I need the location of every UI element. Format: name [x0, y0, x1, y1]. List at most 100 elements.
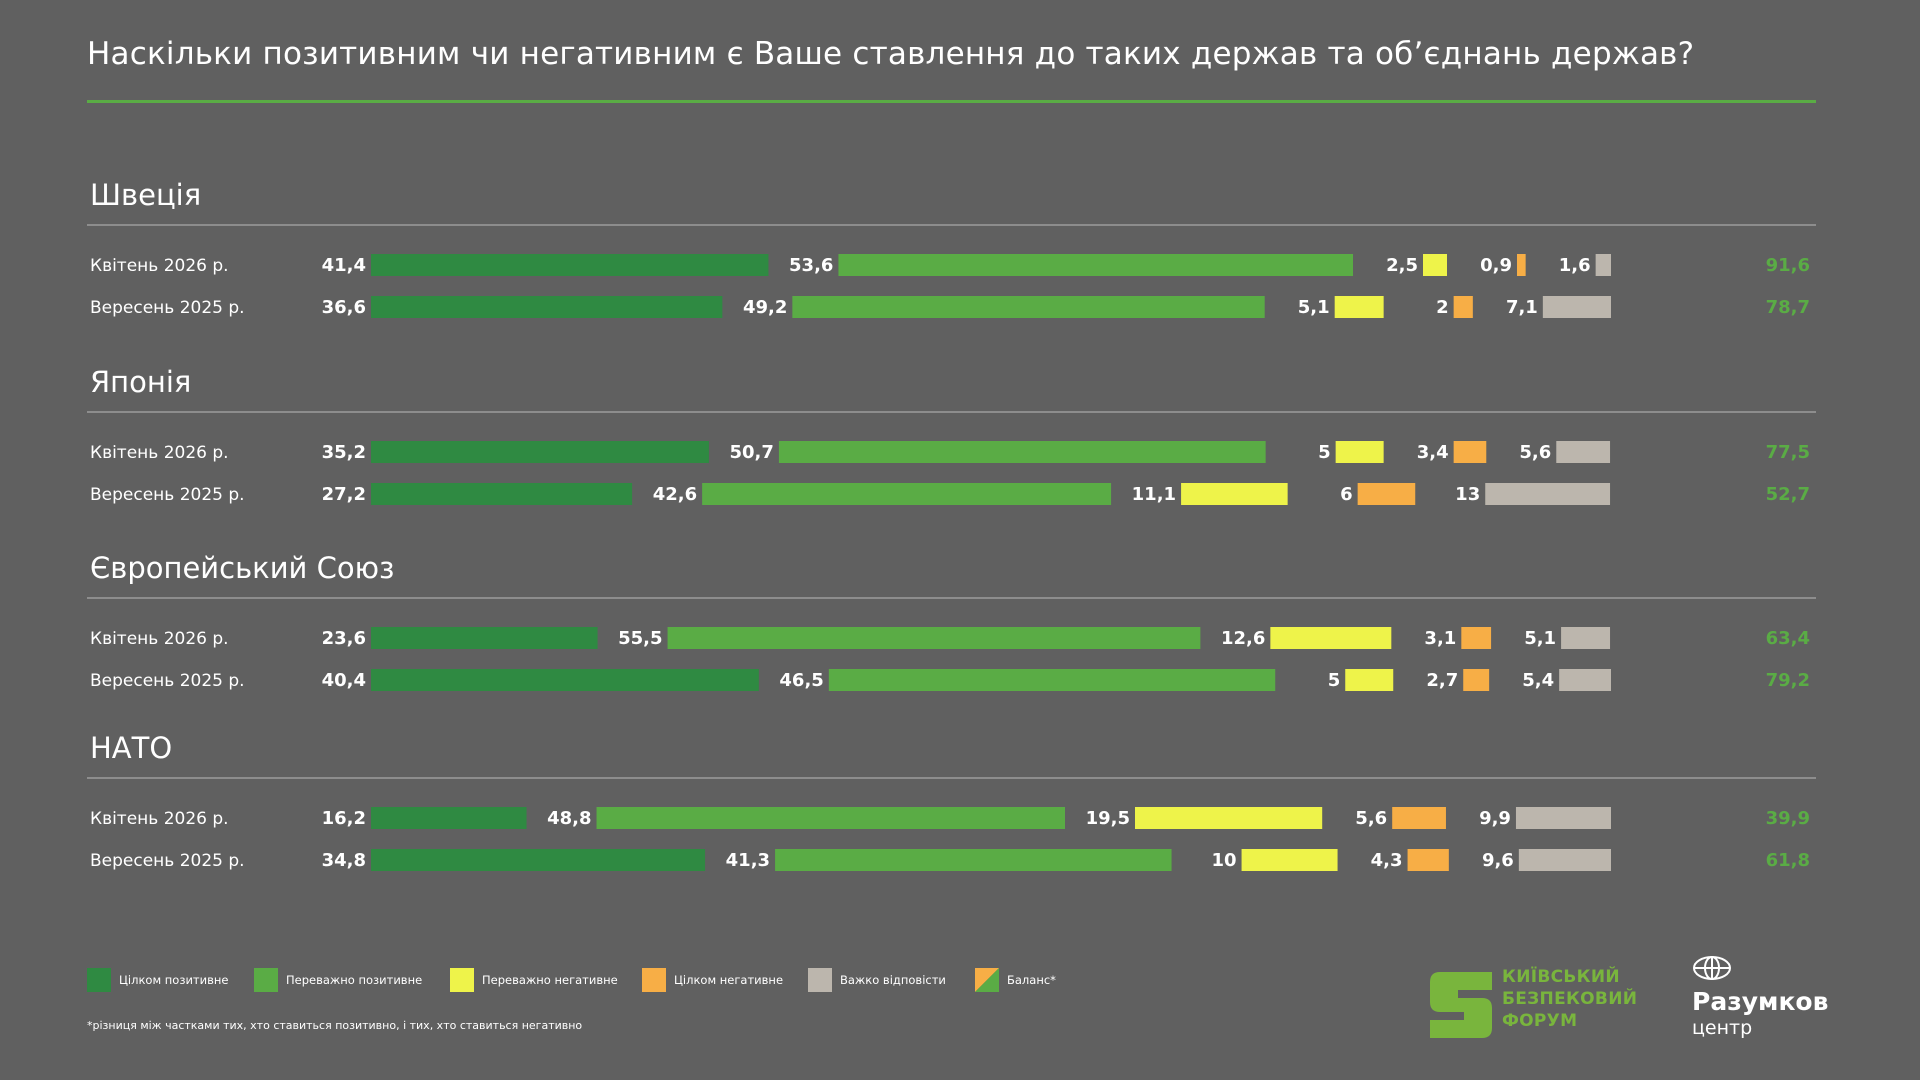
data-label: 46,5 [779, 670, 823, 691]
balance-value: 52,7 [1766, 484, 1810, 505]
bar-segment-mostly-negative [1270, 627, 1392, 649]
row-label: Вересень 2025 р. [90, 298, 245, 318]
legend-item-hard-to-say: Важко відповісти [808, 967, 946, 993]
bar-segment-mostly-positive [792, 296, 1265, 318]
data-label: 40,4 [322, 670, 366, 691]
kbf-line: БЕЗПЕКОВИЙ [1502, 989, 1638, 1009]
data-label: 53,6 [789, 255, 833, 276]
bar-segment-fully-negative [1453, 441, 1487, 463]
legend-item-fully-positive: Цілком позитивне [87, 967, 228, 993]
legend-label: Баланс* [1007, 973, 1056, 987]
bar-segment-mostly-negative [1335, 441, 1384, 463]
kbf-line: КИЇВСЬКИЙ [1502, 967, 1620, 987]
data-label: 4,3 [1371, 850, 1403, 871]
row-label: Квітень 2026 р. [90, 809, 229, 829]
bar-segment-mostly-negative [1181, 483, 1288, 505]
page-title: Наскільки позитивним чи негативним є Ваш… [87, 36, 1695, 72]
legend-label: Переважно негативне [482, 973, 618, 987]
balance-value: 78,7 [1766, 297, 1810, 318]
group-title: Швеція [90, 178, 201, 212]
data-label: 7,1 [1506, 297, 1538, 318]
data-label: 36,6 [322, 297, 366, 318]
data-label: 55,5 [618, 628, 662, 649]
balance-swatch-icon [975, 968, 999, 992]
data-label: 41,3 [726, 850, 770, 871]
bar-segment-hard-to-say [1485, 483, 1611, 505]
balance-value: 61,8 [1766, 850, 1810, 871]
data-label: 9,6 [1482, 850, 1514, 871]
data-label: 23,6 [322, 628, 366, 649]
bar-segment-mostly-positive [596, 807, 1065, 829]
bar-segment-hard-to-say [1518, 849, 1611, 871]
bar-segment-fully-positive [371, 807, 527, 829]
bar-segment-mostly-negative [1241, 849, 1338, 871]
bar-segment-fully-positive [371, 254, 769, 276]
legend-item-fully-negative: Цілком негативне [642, 967, 783, 993]
data-label: 11,1 [1132, 484, 1176, 505]
legend-label: Цілком позитивне [119, 973, 229, 987]
bar-segment-mostly-positive [667, 627, 1201, 649]
balance-value: 91,6 [1766, 255, 1810, 276]
data-label: 35,2 [322, 442, 366, 463]
data-label: 50,7 [729, 442, 773, 463]
razumkov-centre-logo: Разумков центр [1692, 955, 1842, 1045]
bar-segment-mostly-positive [778, 441, 1266, 463]
data-label: 6 [1340, 484, 1353, 505]
data-label: 34,8 [322, 850, 366, 871]
bar-segment-mostly-positive [702, 483, 1112, 505]
bar-segment-fully-negative [1517, 254, 1526, 276]
data-label: 27,2 [322, 484, 366, 505]
legend-swatch [450, 968, 474, 992]
data-label: 13 [1455, 484, 1480, 505]
legend-label: Важко відповісти [840, 973, 946, 987]
balance-value: 39,9 [1766, 808, 1810, 829]
data-label: 42,6 [653, 484, 697, 505]
bar-segment-mostly-negative [1135, 807, 1323, 829]
bar-segment-hard-to-say [1542, 296, 1611, 318]
data-label: 3,4 [1417, 442, 1449, 463]
row-label: Вересень 2025 р. [90, 851, 245, 871]
bar-segment-fully-negative [1407, 849, 1449, 871]
group-title: НАТО [90, 731, 172, 765]
data-label: 41,4 [322, 255, 366, 276]
row-label: Квітень 2026 р. [90, 629, 229, 649]
bar-segment-hard-to-say [1556, 441, 1611, 463]
bar-segment-fully-negative [1357, 483, 1416, 505]
kyiv-security-forum-logo: КИЇВСЬКИЙ БЕЗПЕКОВИЙ ФОРУМ [1430, 962, 1650, 1042]
legend-swatch [808, 968, 832, 992]
group-title: Японія [90, 365, 191, 399]
bar-segment-hard-to-say [1515, 807, 1611, 829]
kbf-logo-icon [1430, 972, 1492, 1038]
bar-segment-fully-positive [371, 669, 759, 691]
legend: Цілком позитивне Переважно позитивне Пер… [87, 967, 1087, 993]
bar-segment-mostly-positive [828, 669, 1276, 691]
bar-segment-mostly-positive [838, 254, 1353, 276]
legend-item-mostly-negative: Переважно негативне [450, 967, 618, 993]
data-label: 3,1 [1424, 628, 1456, 649]
kbf-line: ФОРУМ [1502, 1011, 1578, 1031]
bar-segment-fully-positive [371, 627, 598, 649]
data-label: 5 [1318, 442, 1331, 463]
data-label: 49,2 [743, 297, 787, 318]
bar-segment-fully-positive [371, 441, 709, 463]
data-label: 1,6 [1559, 255, 1591, 276]
bar-segment-fully-positive [371, 849, 706, 871]
bar-segment-hard-to-say [1595, 254, 1611, 276]
bar-segment-fully-positive [371, 483, 633, 505]
footnote: *різниця між частками тих, хто ставиться… [87, 1019, 583, 1032]
bar-segment-hard-to-say [1559, 669, 1611, 691]
bar-segment-fully-negative [1463, 669, 1490, 691]
bar-segment-mostly-negative [1345, 669, 1394, 691]
bar-segment-mostly-positive [775, 849, 1172, 871]
bar-segment-fully-negative [1392, 807, 1446, 829]
group-title: Європейський Союз [90, 551, 394, 585]
balance-value: 79,2 [1766, 670, 1810, 691]
data-label: 5 [1328, 670, 1341, 691]
legend-item-balance: Баланс* [975, 967, 1056, 993]
title-divider [87, 100, 1816, 103]
legend-label: Переважно позитивне [286, 973, 423, 987]
data-label: 0,9 [1480, 255, 1512, 276]
data-label: 5,4 [1522, 670, 1554, 691]
bar-segment-fully-negative [1461, 627, 1492, 649]
